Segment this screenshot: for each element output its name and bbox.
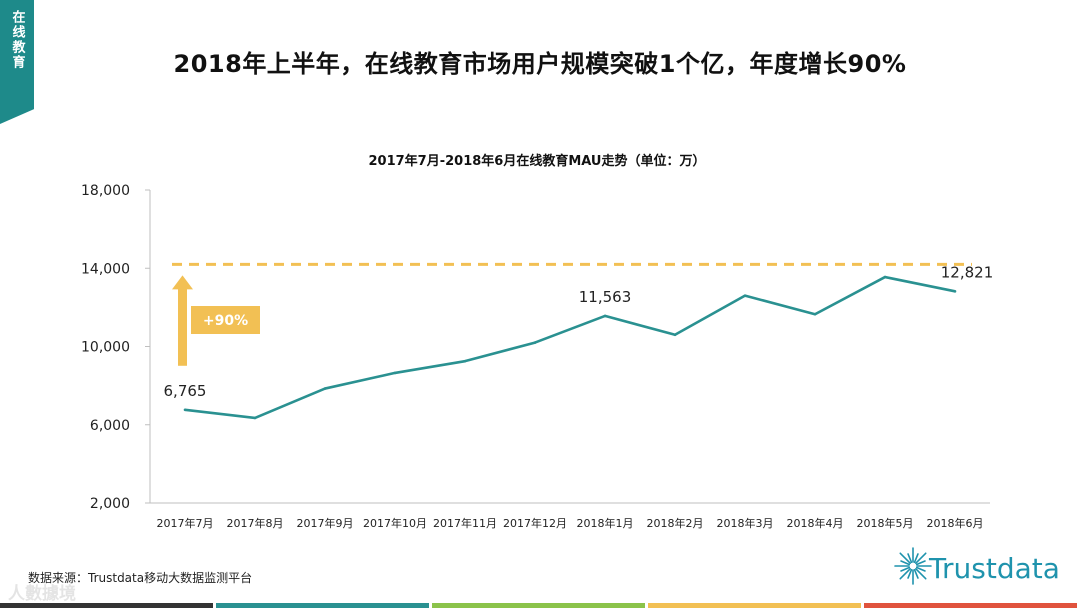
- starburst-ray: [900, 566, 911, 572]
- y-tick-label: 10,000: [81, 340, 130, 356]
- data-point: [533, 341, 537, 344]
- data-label: 12,821: [941, 263, 994, 281]
- x-tick-label: 2017年10月: [363, 516, 427, 530]
- growth-arrow-shaft: [178, 287, 187, 366]
- data-point: [183, 408, 187, 412]
- starburst-ray: [915, 560, 926, 566]
- bottom-bar-segment: [0, 603, 213, 608]
- data-source-note: 数据来源：Trustdata移动大数据监测平台: [28, 571, 253, 585]
- starburst-ray: [915, 552, 927, 564]
- x-tick-label: 2018年3月: [717, 516, 774, 530]
- y-tick-label: 18,000: [81, 183, 130, 199]
- bottom-bar-segment: [864, 603, 1077, 608]
- x-tick-label: 2017年12月: [503, 516, 567, 530]
- bottom-bar-segment: [216, 603, 429, 608]
- data-point: [883, 275, 887, 279]
- x-tick-label: 2018年4月: [787, 516, 844, 530]
- mau-series-line: [184, 275, 956, 420]
- starburst-ray: [915, 566, 926, 572]
- watermark: 人數據境: [8, 584, 76, 604]
- starburst-ray: [907, 553, 913, 564]
- bottom-bar-segment: [648, 603, 861, 608]
- brand-name: Trustdata: [929, 552, 1060, 585]
- x-tick-label: 2017年8月: [227, 516, 284, 530]
- growth-arrow-head: [172, 275, 193, 290]
- y-tick-label: 14,000: [81, 261, 130, 277]
- starburst-icon: [894, 547, 932, 585]
- chart-title: 2017年7月-2018年6月在线教育MAU走势（单位：万）: [368, 153, 705, 169]
- data-point: [253, 416, 257, 420]
- section-tab: 在线教育: [0, 0, 34, 124]
- y-tick-label: 6,000: [90, 418, 130, 434]
- data-point: [323, 387, 327, 390]
- starburst-ray: [899, 568, 911, 580]
- data-point: [673, 333, 677, 337]
- growth-badge: [191, 306, 260, 334]
- x-tick-label: 2018年6月: [927, 516, 984, 530]
- data-label: 11,563: [579, 288, 632, 306]
- data-point: [393, 371, 397, 375]
- x-tick-label: 2018年2月: [647, 516, 704, 530]
- x-tick-label: 2017年11月: [433, 516, 497, 530]
- x-tick-label: 2017年7月: [157, 516, 214, 530]
- data-point: [743, 294, 747, 297]
- x-tick-label: 2018年1月: [577, 516, 634, 530]
- y-tick-label: 2,000: [90, 496, 130, 512]
- starburst-ray: [907, 568, 913, 579]
- data-point: [463, 359, 467, 363]
- growth-badge-label: +90%: [203, 313, 248, 329]
- starburst-ray: [913, 568, 919, 579]
- starburst-ray: [913, 553, 919, 564]
- data-label: 6,765: [164, 382, 207, 400]
- data-point: [953, 290, 957, 293]
- starburst-ray: [900, 560, 911, 566]
- data-point: [813, 312, 817, 316]
- x-tick-label: 2017年9月: [297, 516, 354, 530]
- data-point: [603, 314, 607, 318]
- x-tick-label: 2018年5月: [857, 516, 914, 530]
- page-title: 2018年上半年，在线教育市场用户规模突破1个亿，年度增长90%: [173, 50, 907, 78]
- starburst-ray: [899, 552, 911, 564]
- bottom-bar-segment: [432, 603, 645, 608]
- brand-logo: Trustdata: [893, 538, 1068, 594]
- starburst-ray: [915, 568, 927, 580]
